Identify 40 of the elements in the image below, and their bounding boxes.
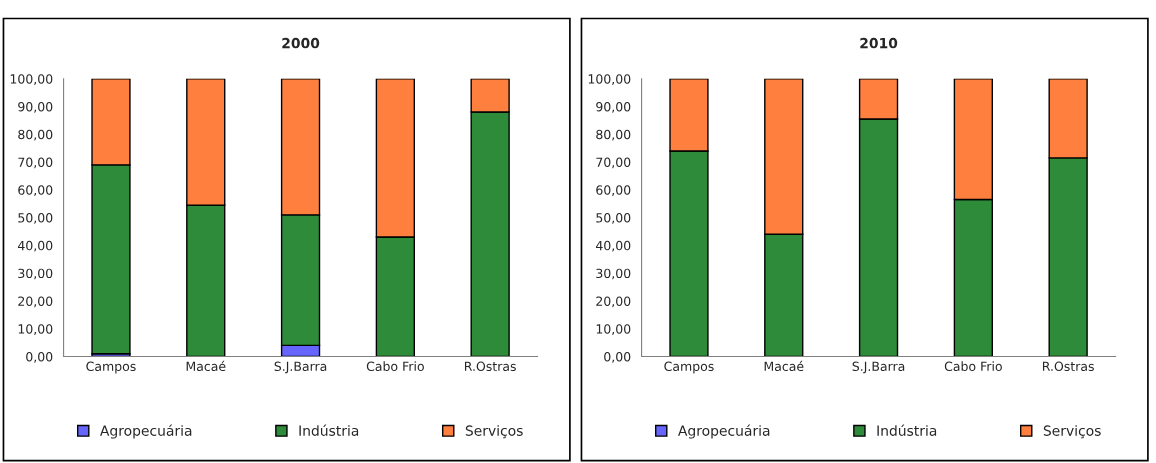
legend-label: Serviços bbox=[1043, 425, 1101, 439]
y-tick-label: 60,00 bbox=[596, 185, 631, 197]
y-tick-label: 0,00 bbox=[26, 351, 53, 363]
x-tick-label: Cabo Frio bbox=[366, 361, 424, 372]
y-tick-label: 90,00 bbox=[18, 101, 53, 113]
x-tick-label: Macaé bbox=[764, 360, 804, 372]
x-tick-label: Macaé bbox=[186, 360, 226, 372]
y-tick-label: 40,00 bbox=[17, 240, 53, 252]
x-tick-label: S.J.Barra bbox=[852, 361, 905, 374]
y-tick-label: 0,00 bbox=[604, 351, 631, 363]
y-tick-label: 20,00 bbox=[18, 296, 53, 308]
chart-title: 2010 bbox=[860, 37, 898, 49]
x-tick-label: S.J.Barra bbox=[274, 361, 327, 374]
y-tick-label: 40,00 bbox=[595, 240, 631, 252]
y-tick-label: 10,00 bbox=[596, 324, 631, 335]
x-tick-label: R.Ostras bbox=[1042, 361, 1094, 372]
x-tick-label: R.Ostras bbox=[464, 361, 516, 372]
y-tick-label: 100,00 bbox=[10, 74, 53, 85]
y-tick-label: 80,00 bbox=[596, 129, 631, 141]
x-tick-label: Campos bbox=[86, 361, 136, 374]
y-tick-label: 100,00 bbox=[588, 74, 631, 85]
y-tick-label: 10,00 bbox=[18, 324, 53, 335]
y-tick-label: 20,00 bbox=[596, 296, 631, 308]
y-tick-label: 30,00 bbox=[596, 268, 631, 280]
legend-label: Indústria bbox=[877, 424, 937, 436]
chart-title: 2000 bbox=[282, 37, 320, 49]
y-tick-label: 80,00 bbox=[18, 129, 53, 141]
y-tick-label: 30,00 bbox=[18, 268, 53, 280]
y-tick-label: 50,00 bbox=[596, 213, 631, 224]
legend-label: Agropecuária bbox=[100, 424, 192, 439]
y-tick-label: 60,00 bbox=[18, 185, 53, 197]
legend-label: Indústria bbox=[299, 424, 359, 436]
y-tick-label: 50,00 bbox=[18, 213, 53, 224]
x-tick-label: Campos bbox=[664, 361, 714, 374]
legend-label: Serviços bbox=[465, 425, 523, 439]
legend-label: Agropecuária bbox=[678, 424, 770, 439]
y-tick-label: 90,00 bbox=[596, 101, 631, 113]
x-tick-label: Cabo Frio bbox=[944, 361, 1002, 372]
y-tick-label: 70,00 bbox=[18, 157, 53, 169]
y-tick-label: 70,00 bbox=[596, 157, 631, 169]
